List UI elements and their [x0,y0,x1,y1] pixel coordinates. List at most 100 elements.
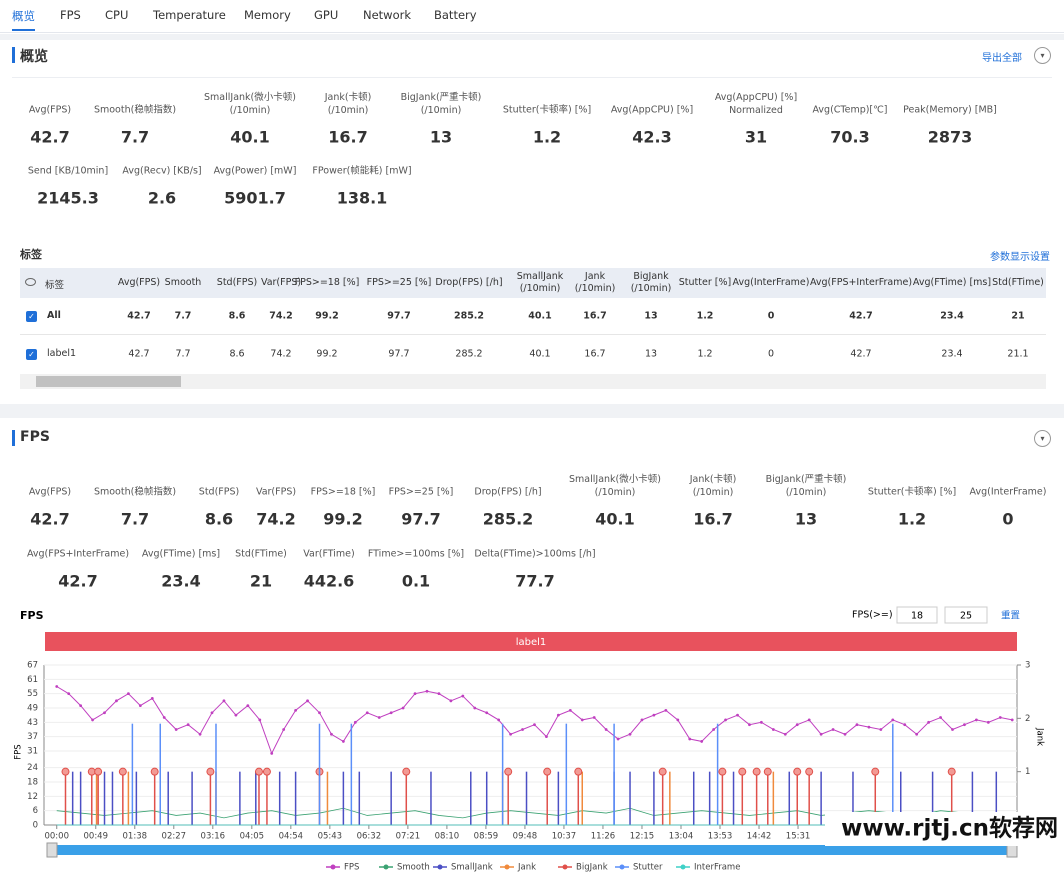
fps-point [927,721,930,724]
fps-point [676,719,679,722]
label-band-text: label1 [516,637,547,648]
fps-point [246,704,249,707]
fps-point [330,733,333,736]
y-axis-label: FPS [14,744,24,759]
bigjank-marker [505,768,512,775]
fps-point [951,728,954,731]
fps-point [617,738,620,741]
x-tick-label: 01:38 [123,832,148,842]
legend-swatch[interactable] [384,865,389,870]
threshold-value[interactable]: 25 [960,611,972,622]
fps-point [449,699,452,702]
bigjank-marker [719,768,726,775]
reset-button[interactable]: 重置 [1001,610,1020,622]
bigjank-marker [95,768,102,775]
fps-point [688,738,691,741]
fps-point [891,719,894,722]
fps-point [963,723,966,726]
fps-point [234,714,237,717]
watermark: www.rjtj.cn软荐网 [841,815,1058,842]
legend-swatch[interactable] [563,865,568,870]
bigjank-marker [255,768,262,775]
fps-point [784,733,787,736]
legend-label[interactable]: FPS [344,863,359,873]
fps-point [605,728,608,731]
x-tick-label: 09:48 [513,832,538,842]
legend-swatch[interactable] [681,865,686,870]
fps-point [915,733,918,736]
y2-tick-label: 2 [1025,714,1030,724]
fps-point [856,723,859,726]
legend-label[interactable]: Stutter [633,863,663,873]
legend-label[interactable]: BigJank [576,863,608,873]
bigjank-marker [764,768,771,775]
fps-point [533,723,536,726]
y-tick-label: 67 [27,661,38,671]
bigjank-marker [659,768,666,775]
bigjank-marker [207,768,214,775]
fps-point [473,707,476,710]
fps-point [760,721,763,724]
legend-swatch[interactable] [331,865,336,870]
x-tick-label: 10:37 [552,832,577,842]
x-tick-label: 06:32 [357,832,382,842]
bigjank-marker [739,768,746,775]
zoom-slider[interactable] [50,845,1015,855]
fps-point [211,711,214,714]
bigjank-marker [151,768,158,775]
threshold-value[interactable]: 18 [911,611,923,622]
legend-swatch[interactable] [505,865,510,870]
legend-label[interactable]: Jank [517,863,536,873]
x-tick-label: 14:42 [747,832,772,842]
y-tick-label: 55 [27,689,38,699]
fps-point [139,704,142,707]
x-tick-label: 04:54 [279,832,304,842]
legend-label[interactable]: Smooth [397,863,430,873]
fps-point [593,716,596,719]
fps-point [844,733,847,736]
fps-point [581,719,584,722]
x-tick-label: 07:21 [396,832,421,842]
x-tick-label: 00:00 [44,832,69,842]
fps-point [545,735,548,738]
x-tick-label: 02:27 [162,832,187,842]
fps-point [879,728,882,731]
fps-point [115,699,118,702]
legend-swatch[interactable] [620,865,625,870]
fps-point [258,719,261,722]
fps-point [664,709,667,712]
fps-point [700,740,703,743]
fps-point [402,707,405,710]
fps-point [79,704,82,707]
fps-point [354,721,357,724]
fps-point [55,685,58,688]
slider-handle[interactable] [47,843,57,857]
fps-point [653,714,656,717]
bigjank-marker [872,768,879,775]
bigjank-marker [948,768,955,775]
bigjank-marker [753,768,760,775]
fps-point [641,719,644,722]
fps-point [987,721,990,724]
y2-tick-label: 1 [1025,767,1030,777]
legend-swatch[interactable] [438,865,443,870]
y-tick-label: 49 [27,703,38,713]
fps-point [306,699,309,702]
fps-point [1011,719,1014,722]
fps-point [820,733,823,736]
fps-point [103,711,106,714]
fps-point [438,692,441,695]
fps-point [497,719,500,722]
fps-point [629,733,632,736]
x-tick-label: 04:05 [240,832,265,842]
fps-point [736,714,739,717]
fps-point [868,726,871,729]
fps-point [485,711,488,714]
bigjank-marker [119,768,126,775]
legend-label[interactable]: InterFrame [694,863,740,873]
y-tick-label: 31 [27,746,38,756]
y2-tick-label: 3 [1025,661,1030,671]
y-tick-label: 18 [27,778,38,788]
fps-point [366,711,369,714]
legend-label[interactable]: SmallJank [451,863,493,873]
